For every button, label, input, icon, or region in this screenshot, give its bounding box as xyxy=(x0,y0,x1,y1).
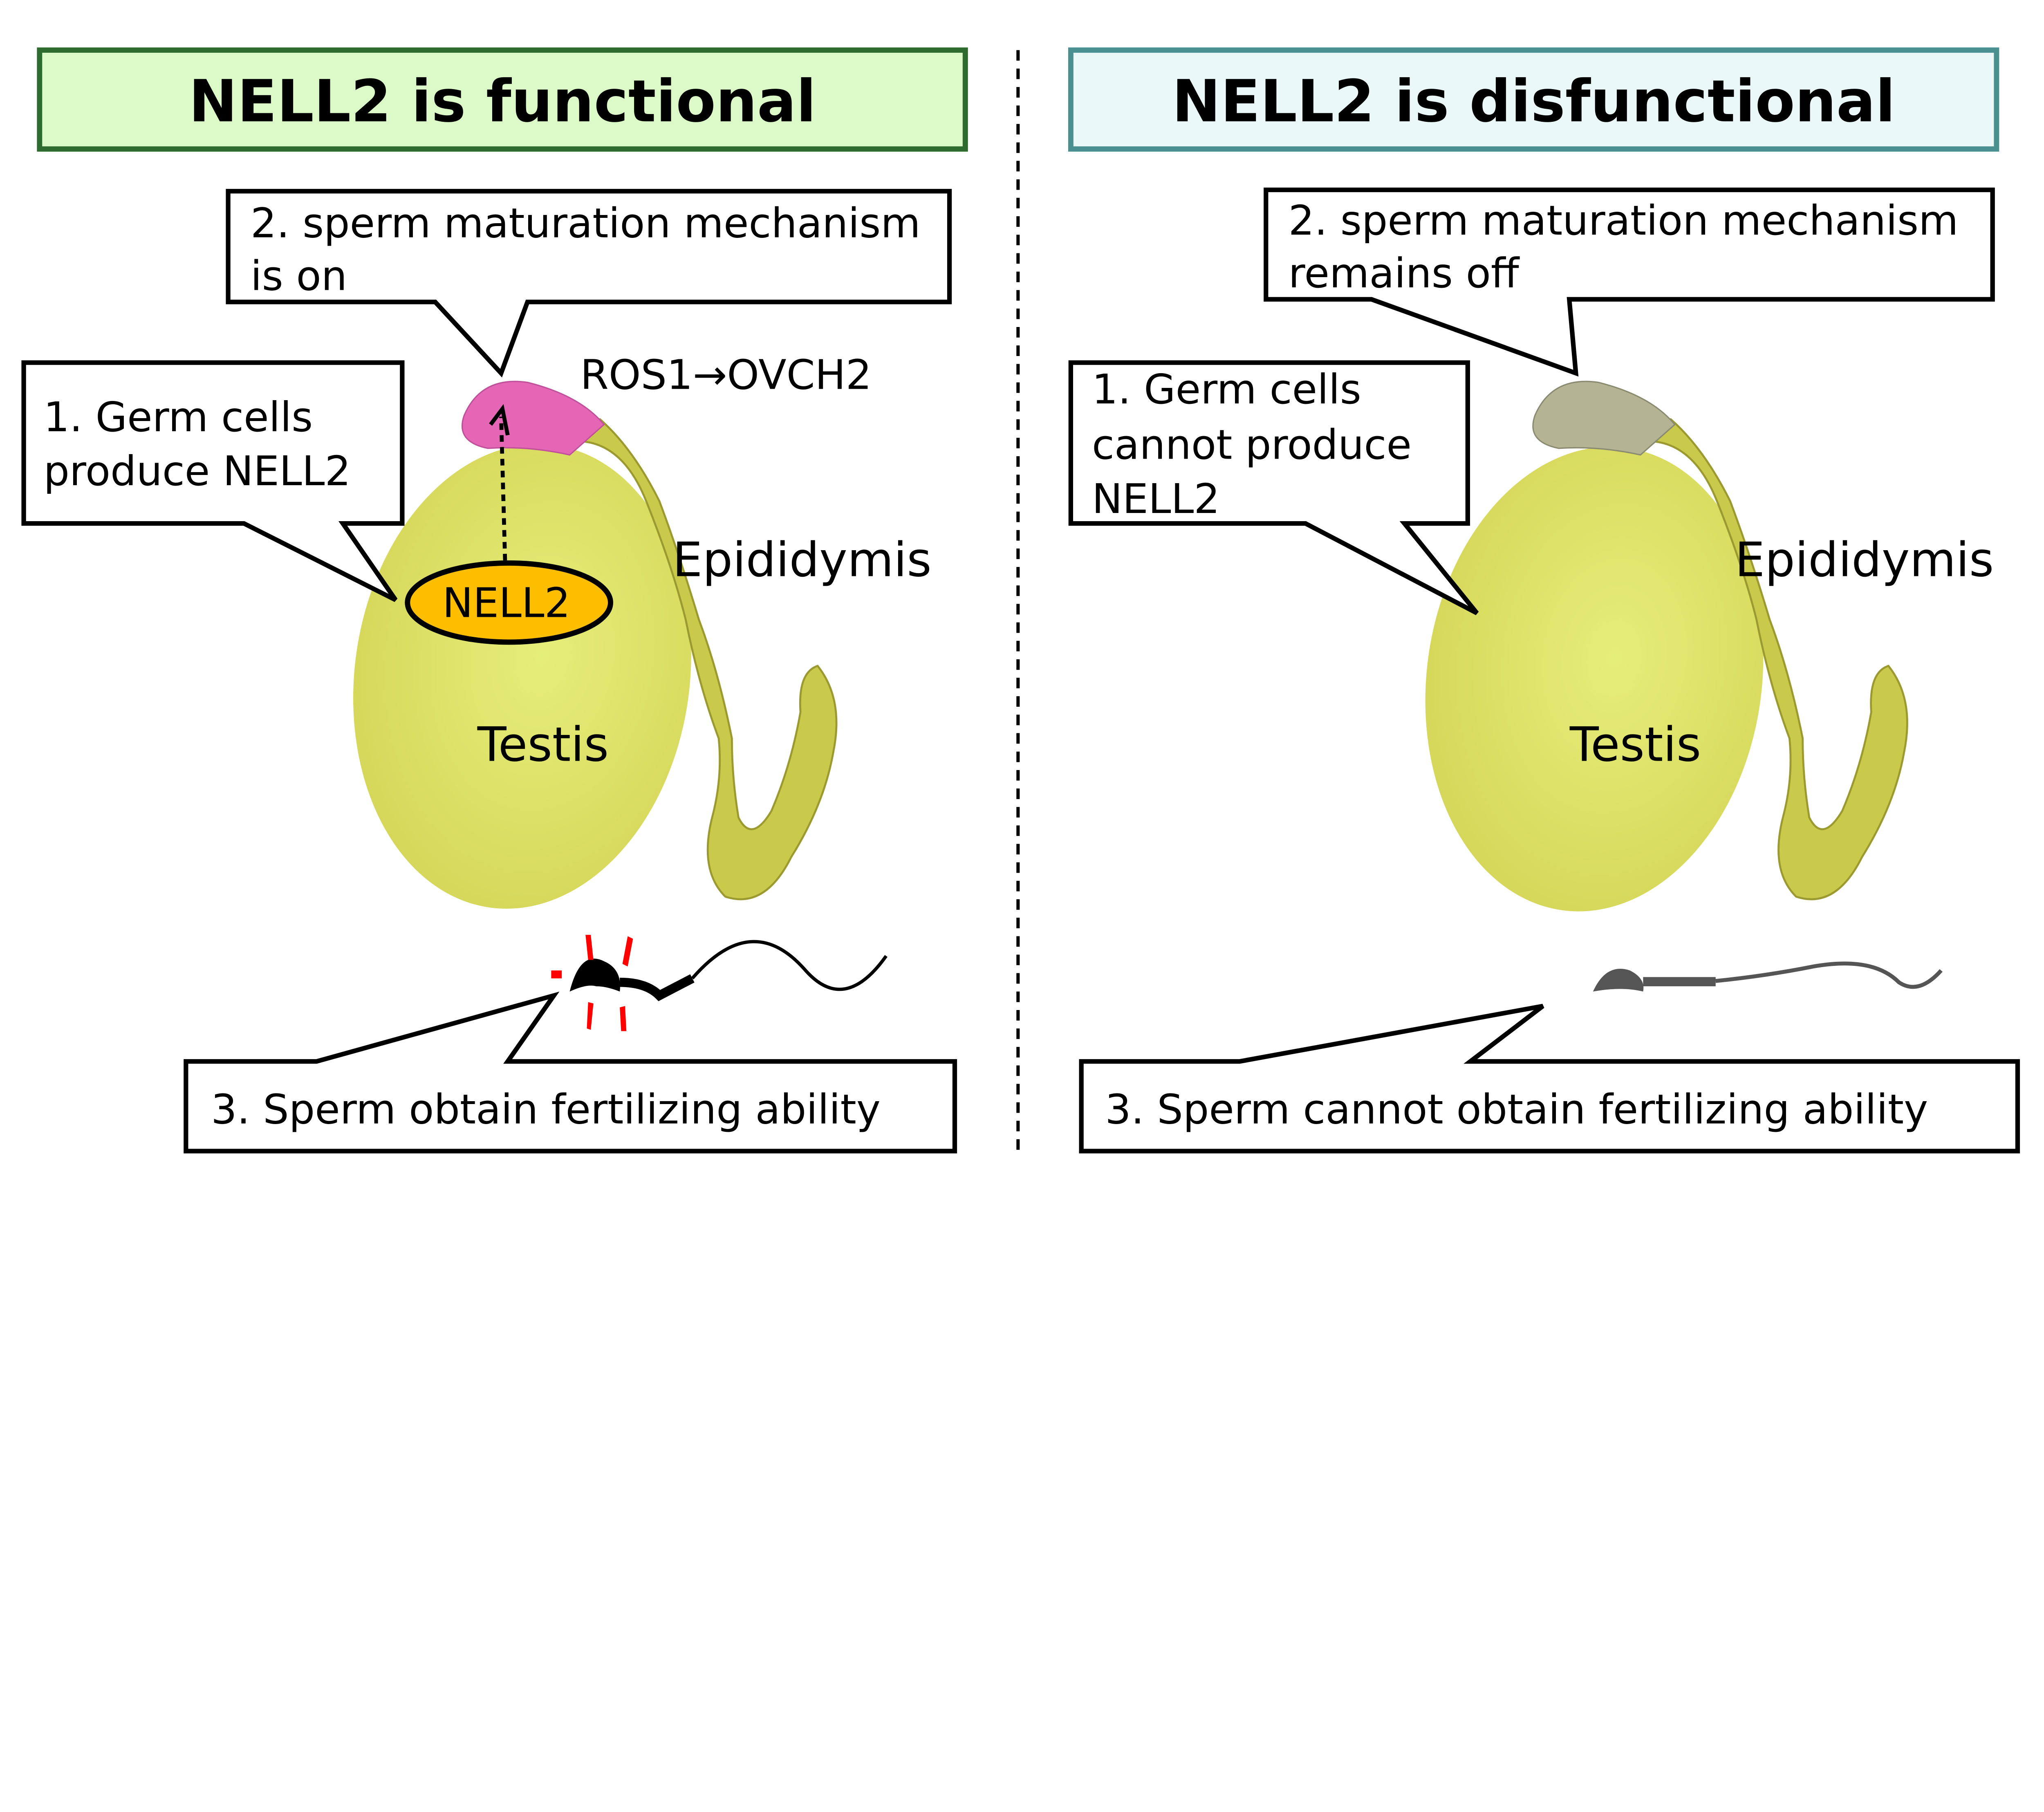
nell2-label: NELL2 xyxy=(442,579,570,627)
sperm-inactive xyxy=(1593,961,1943,992)
svg-text:produce NELL2: produce NELL2 xyxy=(43,447,351,495)
left-testis-label: Testis xyxy=(477,717,609,772)
right-panel: NELL2 is disfunctional Epididymis Testis… xyxy=(1068,47,2020,1153)
svg-text:2. sperm maturation mechanism: 2. sperm maturation mechanism xyxy=(1289,197,1959,244)
left-title: NELL2 is functional xyxy=(189,68,816,135)
spark-lines xyxy=(551,935,633,1031)
svg-text:3. Sperm obtain fertilizing ab: 3. Sperm obtain fertilizing ability xyxy=(211,1085,881,1133)
callout-germ-cells-produce: 1. Germ cells produce NELL2 xyxy=(21,360,405,602)
svg-text:is on: is on xyxy=(251,252,347,300)
right-epididymis-head xyxy=(1532,381,1676,456)
right-title: NELL2 is disfunctional xyxy=(1172,68,1895,135)
svg-text:cannot produce: cannot produce xyxy=(1092,421,1412,469)
pathway-label: ROS1→OVCH2 xyxy=(580,351,872,399)
svg-text:remains off: remains off xyxy=(1289,249,1520,297)
dotted-arrow xyxy=(489,404,510,561)
left-epididymis xyxy=(462,381,838,900)
callout-sperm-obtain: 3. Sperm obtain fertilizing ability xyxy=(184,991,957,1153)
left-epididymis-head xyxy=(462,381,605,456)
diagram: NELL2 is functional NELL2 ROS1→OVCH2 Epi… xyxy=(21,47,2020,1153)
svg-text:1. Germ cells: 1. Germ cells xyxy=(43,393,313,441)
right-title-box xyxy=(1068,47,1999,152)
sperm-active xyxy=(551,935,888,1031)
callout-sperm-cannot: 3. Sperm cannot obtain fertilizing abili… xyxy=(1079,1003,2020,1153)
svg-text:1. Germ cells: 1. Germ cells xyxy=(1092,365,1361,413)
callout-maturation-on: 2. sperm maturation mechanism is on xyxy=(226,189,952,378)
right-testis xyxy=(1425,447,1764,912)
right-epididymis-label: Epididymis xyxy=(1735,533,1994,588)
svg-text:NELL2: NELL2 xyxy=(1092,475,1220,523)
callout-maturation-off: 2. sperm maturation mechanism remains of… xyxy=(1264,187,1995,377)
right-epididymis xyxy=(1532,381,1908,900)
left-title-box xyxy=(37,47,968,152)
nell2-ellipse xyxy=(405,560,613,645)
svg-text:2. sperm maturation mechanism: 2. sperm maturation mechanism xyxy=(251,199,921,247)
left-panel: NELL2 is functional NELL2 ROS1→OVCH2 Epi… xyxy=(21,47,968,1153)
left-epididymis-label: Epididymis xyxy=(672,533,932,588)
callout-germ-cells-cannot: 1. Germ cells cannot produce NELL2 xyxy=(1068,360,1479,616)
right-testis-label: Testis xyxy=(1569,717,1701,772)
left-testis xyxy=(353,444,691,909)
svg-text:3. Sperm cannot obtain fertili: 3. Sperm cannot obtain fertilizing abili… xyxy=(1105,1085,1928,1133)
